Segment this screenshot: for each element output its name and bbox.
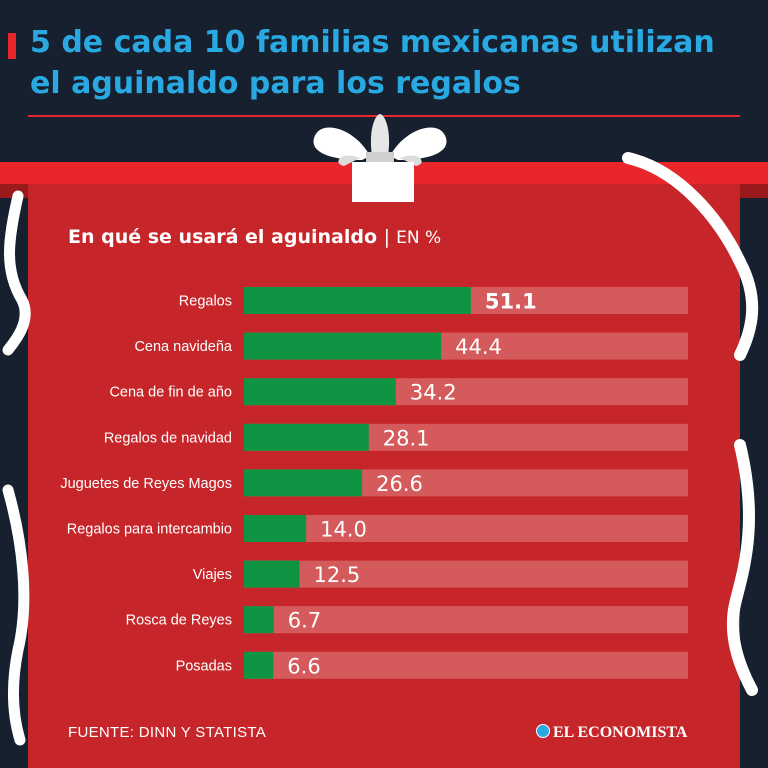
category-label: Posadas (176, 658, 232, 674)
category-label: Regalos (179, 294, 232, 310)
bar-track (244, 515, 688, 542)
value-label: 51.1 (485, 290, 537, 314)
bar (244, 332, 442, 360)
category-label: Juguetes de Reyes Magos (60, 476, 232, 492)
value-label: 34.2 (410, 381, 457, 405)
category-label: Regalos de navidad (104, 430, 232, 446)
globe-icon (536, 724, 550, 738)
gift-bow-icon (313, 114, 447, 202)
bar (244, 651, 274, 679)
bar-track (244, 560, 688, 588)
value-label: 26.6 (376, 472, 423, 496)
source-note: FUENTE: DINN Y STATISTA (68, 724, 267, 741)
category-label: Regalos para intercambio (67, 522, 232, 538)
bar (244, 515, 307, 542)
bar (244, 606, 274, 634)
chart-title: En qué se usará el aguinaldo | EN % (68, 224, 441, 251)
bar (244, 469, 363, 497)
bar-track (244, 606, 688, 634)
value-label: 44.4 (455, 335, 502, 359)
chart-title-text: En qué se usará el aguinaldo (68, 226, 378, 248)
headline-rule (28, 115, 740, 117)
headline-accent-bar (8, 33, 16, 59)
category-label: Rosca de Reyes (126, 613, 232, 629)
value-label: 12.5 (314, 563, 361, 587)
value-label: 6.6 (287, 654, 320, 678)
chart-title-separator: | (383, 226, 397, 248)
bar (244, 287, 471, 314)
brand-name: EL ECONOMISTA (553, 724, 688, 741)
value-label: 28.1 (383, 426, 430, 450)
bar (244, 560, 300, 588)
value-label: 14.0 (320, 518, 367, 542)
headline: 5 de cada 10 familias mexicanas utilizan… (30, 25, 715, 101)
value-label: 6.7 (288, 609, 321, 633)
bar-track (244, 651, 688, 679)
category-label: Viajes (193, 567, 232, 583)
brand-logo: EL ECONOMISTA (536, 724, 687, 742)
bar (244, 378, 396, 406)
category-label: Cena navideña (134, 339, 232, 355)
bar (244, 423, 369, 451)
chart-unit: EN % (396, 228, 442, 248)
category-label: Cena de fin de año (109, 385, 232, 401)
